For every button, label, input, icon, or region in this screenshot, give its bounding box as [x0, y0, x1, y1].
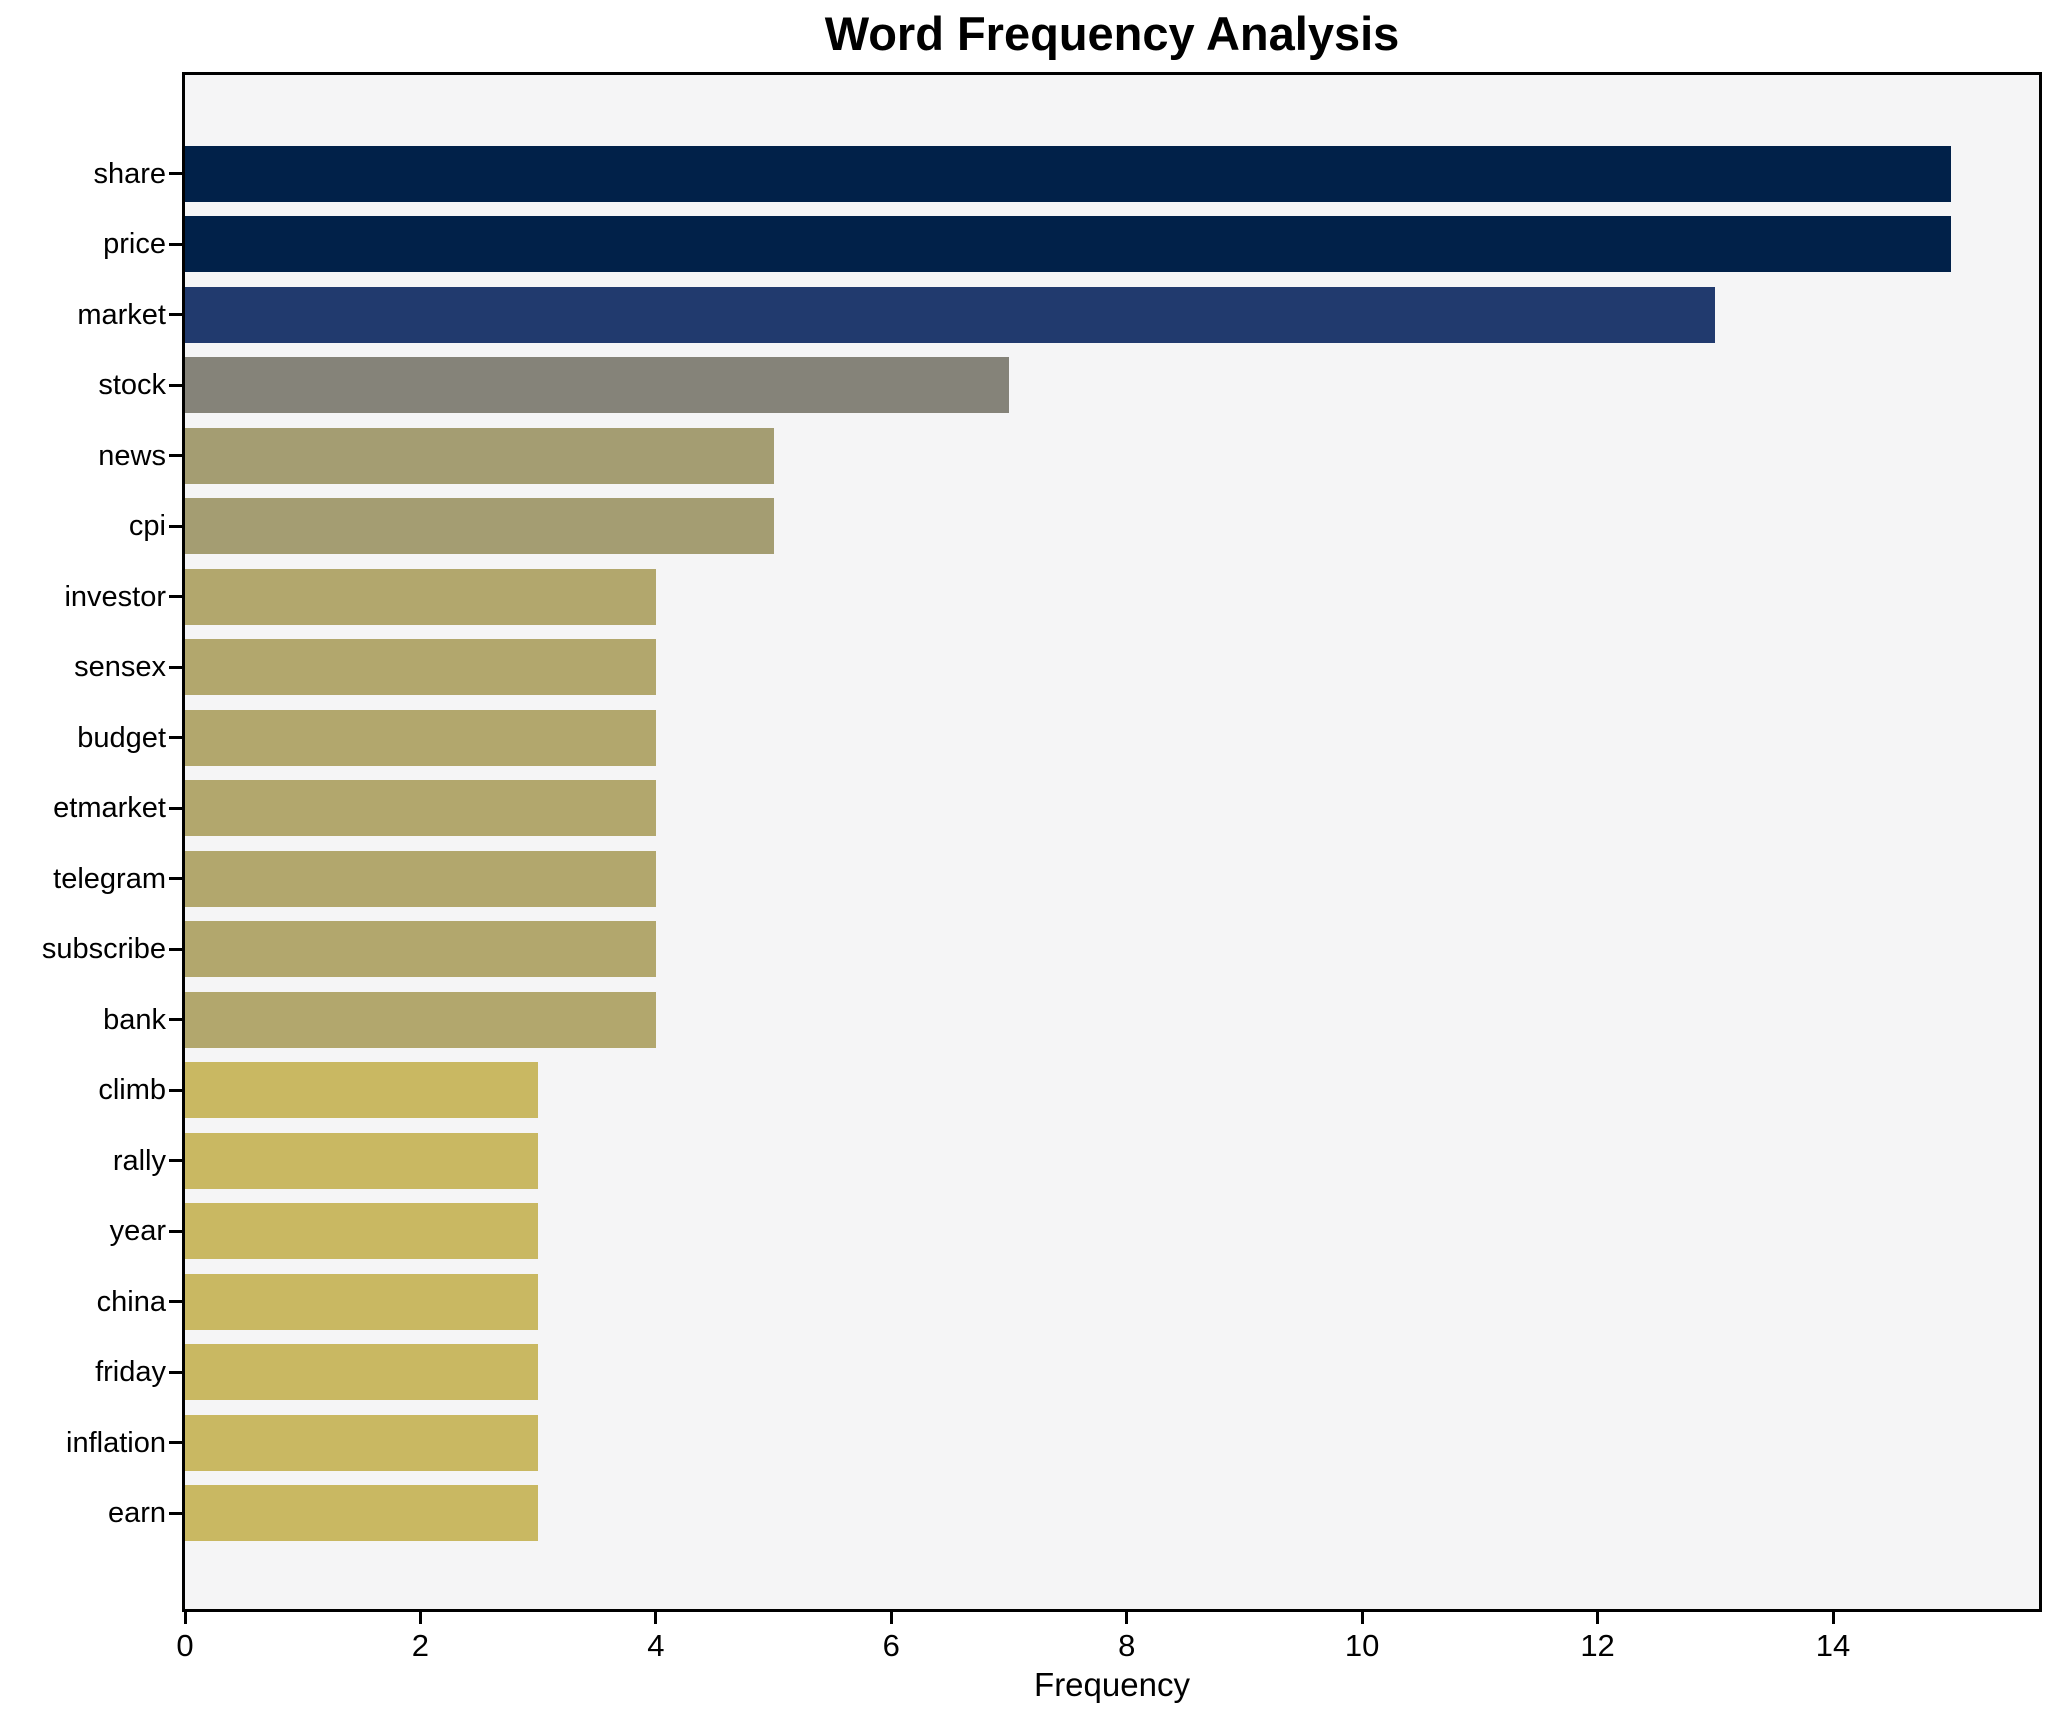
- bar-market: [185, 286, 1715, 343]
- bar-stock: [185, 357, 1009, 413]
- y-tick-mark-budget: [169, 736, 182, 739]
- y-tick-label-news: news: [98, 439, 166, 472]
- y-tick-mark-cpi: [169, 524, 182, 528]
- y-tick-mark-inflation: [169, 1441, 182, 1444]
- y-tick-mark-sensex: [169, 665, 182, 669]
- y-tick-mark-subscribe: [169, 947, 182, 951]
- chart-title: Word Frequency Analysis: [824, 7, 1400, 60]
- y-tick-mark-rally: [169, 1159, 182, 1162]
- y-tick-mark-china: [169, 1300, 182, 1303]
- y-tick-label-bank: bank: [103, 1003, 166, 1036]
- y-tick-mark-investor: [169, 595, 182, 598]
- y-tick-label-etmarket: etmarket: [53, 792, 166, 824]
- y-tick-mark-climb: [169, 1088, 182, 1092]
- bar-share: [185, 145, 1951, 202]
- y-tick-label-inflation: inflation: [66, 1426, 166, 1459]
- x-tick-label-0: 0: [176, 1628, 194, 1663]
- y-tick-label-sensex: sensex: [74, 651, 166, 683]
- y-tick-mark-telegram: [169, 877, 182, 880]
- bar-budget: [185, 709, 656, 766]
- y-tick-label-budget: budget: [77, 721, 166, 754]
- bar-earn: [185, 1485, 538, 1541]
- x-tick-mark-2: [418, 1610, 422, 1624]
- y-tick-label-telegram: telegram: [53, 862, 166, 895]
- y-tick-mark-market: [169, 313, 182, 316]
- bar-inflation: [185, 1414, 538, 1471]
- y-tick-label-subscribe: subscribe: [41, 933, 166, 965]
- bar-bank: [185, 991, 656, 1048]
- bar-year: [185, 1203, 538, 1259]
- x-tick-mark-12: [1596, 1610, 1600, 1624]
- y-tick-mark-news: [169, 454, 182, 457]
- bar-china: [185, 1273, 538, 1330]
- x-tick-mark-14: [1831, 1610, 1835, 1624]
- bar-telegram: [185, 850, 656, 907]
- bar-investor: [185, 568, 656, 625]
- x-tick-label-10: 10: [1344, 1628, 1380, 1663]
- x-axis-label: Frequency: [1034, 1666, 1190, 1703]
- bar-cpi: [185, 498, 774, 554]
- bar-climb: [185, 1062, 538, 1118]
- x-tick-label-8: 8: [1118, 1628, 1136, 1663]
- plot-area: [182, 72, 2042, 1612]
- y-tick-label-year: year: [109, 1215, 166, 1247]
- bar-etmarket: [185, 780, 656, 836]
- x-tick-label-12: 12: [1580, 1628, 1615, 1663]
- x-tick-mark-4: [654, 1610, 658, 1624]
- x-tick-mark-0: [183, 1610, 187, 1624]
- y-tick-mark-friday: [169, 1370, 182, 1374]
- x-tick-label-6: 6: [882, 1628, 900, 1663]
- bar-rally: [185, 1132, 538, 1189]
- y-tick-mark-year: [169, 1229, 182, 1233]
- y-tick-label-market: market: [77, 298, 166, 331]
- y-tick-mark-price: [169, 242, 182, 246]
- y-tick-label-earn: earn: [107, 1497, 166, 1529]
- bar-sensex: [185, 639, 656, 695]
- y-tick-label-share: share: [93, 157, 166, 190]
- y-tick-label-cpi: cpi: [128, 510, 166, 542]
- y-tick-mark-bank: [169, 1018, 182, 1021]
- y-tick-mark-etmarket: [169, 806, 182, 810]
- x-tick-label-4: 4: [647, 1628, 665, 1663]
- y-tick-label-china: china: [96, 1285, 166, 1318]
- y-tick-label-price: price: [103, 228, 166, 260]
- x-tick-label-14: 14: [1815, 1628, 1851, 1663]
- y-tick-label-climb: climb: [98, 1074, 166, 1106]
- bar-news: [185, 427, 774, 484]
- y-tick-mark-share: [169, 172, 182, 175]
- bar-friday: [185, 1344, 538, 1400]
- x-tick-mark-8: [1125, 1610, 1129, 1624]
- x-tick-label-2: 2: [411, 1628, 430, 1663]
- y-tick-label-rally: rally: [112, 1144, 166, 1177]
- y-tick-label-investor: investor: [64, 580, 166, 613]
- bar-price: [185, 216, 1951, 272]
- y-tick-mark-stock: [169, 383, 182, 387]
- y-tick-label-stock: stock: [98, 369, 166, 401]
- x-tick-mark-10: [1360, 1610, 1364, 1624]
- y-tick-mark-earn: [169, 1511, 182, 1515]
- bar-subscribe: [185, 921, 656, 977]
- x-tick-mark-6: [889, 1610, 893, 1624]
- y-tick-label-friday: friday: [95, 1356, 166, 1388]
